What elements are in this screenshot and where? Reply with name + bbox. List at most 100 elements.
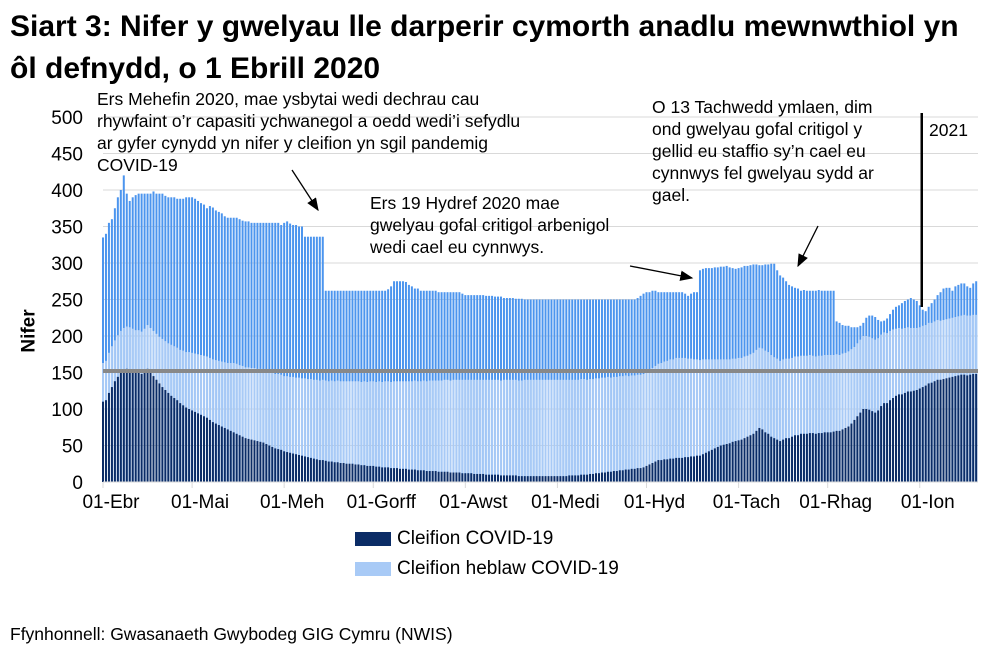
covid-bar (146, 368, 149, 482)
covid-bar (684, 457, 687, 482)
annotation-november: O 13 Tachwedd ymlaen, dim ond gwelyau go… (652, 97, 874, 205)
non-covid-bar (265, 370, 268, 445)
covid-bar (696, 455, 698, 482)
capacity-bar (182, 198, 185, 482)
covid-bar (571, 475, 574, 482)
covid-bar (811, 433, 814, 482)
covid-bar (782, 439, 785, 482)
non-covid-bar (553, 379, 556, 477)
covid-bar (235, 433, 238, 482)
non-covid-bar (669, 359, 672, 459)
non-covid-bar (262, 369, 265, 443)
covid-bar (874, 412, 877, 482)
non-covid-bar (410, 381, 413, 470)
covid-bar (485, 474, 488, 482)
covid-bar (716, 446, 719, 482)
covid-bar (713, 448, 716, 482)
non-covid-bar (820, 355, 823, 434)
non-covid-bar (773, 357, 776, 439)
covid-bar (511, 475, 514, 482)
non-covid-bar (660, 363, 663, 461)
non-covid-bar (707, 359, 710, 452)
capacity-bar (164, 195, 167, 482)
covid-bar (612, 471, 615, 482)
covid-bar (419, 470, 422, 482)
y-tick-label: 100 (51, 400, 83, 421)
non-covid-bar (583, 379, 586, 475)
covid-bar (312, 458, 315, 482)
covid-bar (847, 426, 850, 482)
non-covid-bar (704, 359, 707, 453)
covid-bar (600, 472, 603, 482)
non-covid-bar (740, 357, 743, 440)
covid-bar (143, 371, 146, 482)
non-covid-bar (497, 379, 500, 475)
non-covid-bar (384, 381, 387, 468)
non-covid-bar (933, 321, 936, 382)
non-covid-bar (393, 381, 396, 469)
covid-bar (384, 467, 387, 482)
covid-bar (933, 381, 936, 482)
non-covid-bar (615, 376, 618, 472)
covid-bar (274, 448, 277, 482)
non-covid-bar (574, 379, 577, 476)
capacity-bar (107, 222, 110, 482)
covid-bar (134, 372, 137, 482)
covid-bar (802, 433, 805, 482)
annotation-october: Ers 19 Hydref 2020 mae gwelyau gofal cri… (370, 193, 610, 257)
covid-bar (155, 379, 158, 482)
covid-bar (975, 373, 978, 482)
covid-bar (461, 473, 464, 482)
non-covid-bar (889, 330, 892, 401)
arrow-november-icon (797, 225, 819, 268)
covid-bar (110, 387, 113, 482)
non-covid-bar (541, 379, 544, 477)
covid-bar (707, 451, 710, 482)
non-covid-bar (921, 325, 924, 388)
covid-bar (791, 436, 794, 482)
non-covid-bar (927, 322, 930, 384)
covid-bar (226, 429, 229, 482)
covid-bar (752, 433, 755, 482)
covid-bar (850, 423, 853, 482)
non-covid-bar (482, 379, 485, 474)
non-covid-bar (191, 352, 194, 411)
non-covid-bar (975, 314, 978, 374)
x-tick-label: 01-Tach (713, 492, 781, 513)
non-covid-bar (796, 356, 799, 436)
covid-bar (657, 460, 660, 482)
non-covid-bar (636, 374, 639, 469)
covid-bar (568, 475, 571, 482)
non-covid-bar (939, 320, 942, 380)
non-covid-bar (648, 370, 651, 465)
non-covid-bar (814, 356, 817, 434)
capacity-bar (315, 236, 318, 482)
covid-bar (897, 394, 900, 482)
non-covid-bar (413, 380, 416, 470)
non-covid-bar (847, 351, 850, 427)
covid-bar (238, 435, 241, 482)
covid-bar (508, 475, 511, 482)
non-covid-bar (903, 327, 906, 393)
capacity-bar (262, 222, 265, 482)
y-tick-label: 500 (51, 108, 83, 129)
covid-bar (823, 432, 826, 482)
non-covid-bar (119, 330, 122, 373)
non-covid-bar (826, 354, 829, 433)
non-covid-bar (324, 380, 327, 461)
covid-bar (262, 442, 265, 482)
annotation-june: Ers Mehefin 2020, mae ysbytai wedi dechr… (97, 89, 521, 175)
non-covid-bar (722, 359, 725, 445)
non-covid-bar (788, 358, 791, 439)
non-covid-bar (776, 358, 779, 440)
non-covid-bar (378, 381, 381, 467)
non-covid-bar (431, 380, 434, 472)
covid-bar (618, 470, 621, 482)
non-covid-bar (538, 379, 541, 477)
capacity-bar (211, 207, 214, 482)
non-covid-bar (419, 381, 422, 471)
covid-bar (476, 473, 479, 482)
non-covid-bar (841, 353, 844, 430)
capacity-bar (271, 222, 274, 482)
covid-bar (375, 466, 378, 482)
